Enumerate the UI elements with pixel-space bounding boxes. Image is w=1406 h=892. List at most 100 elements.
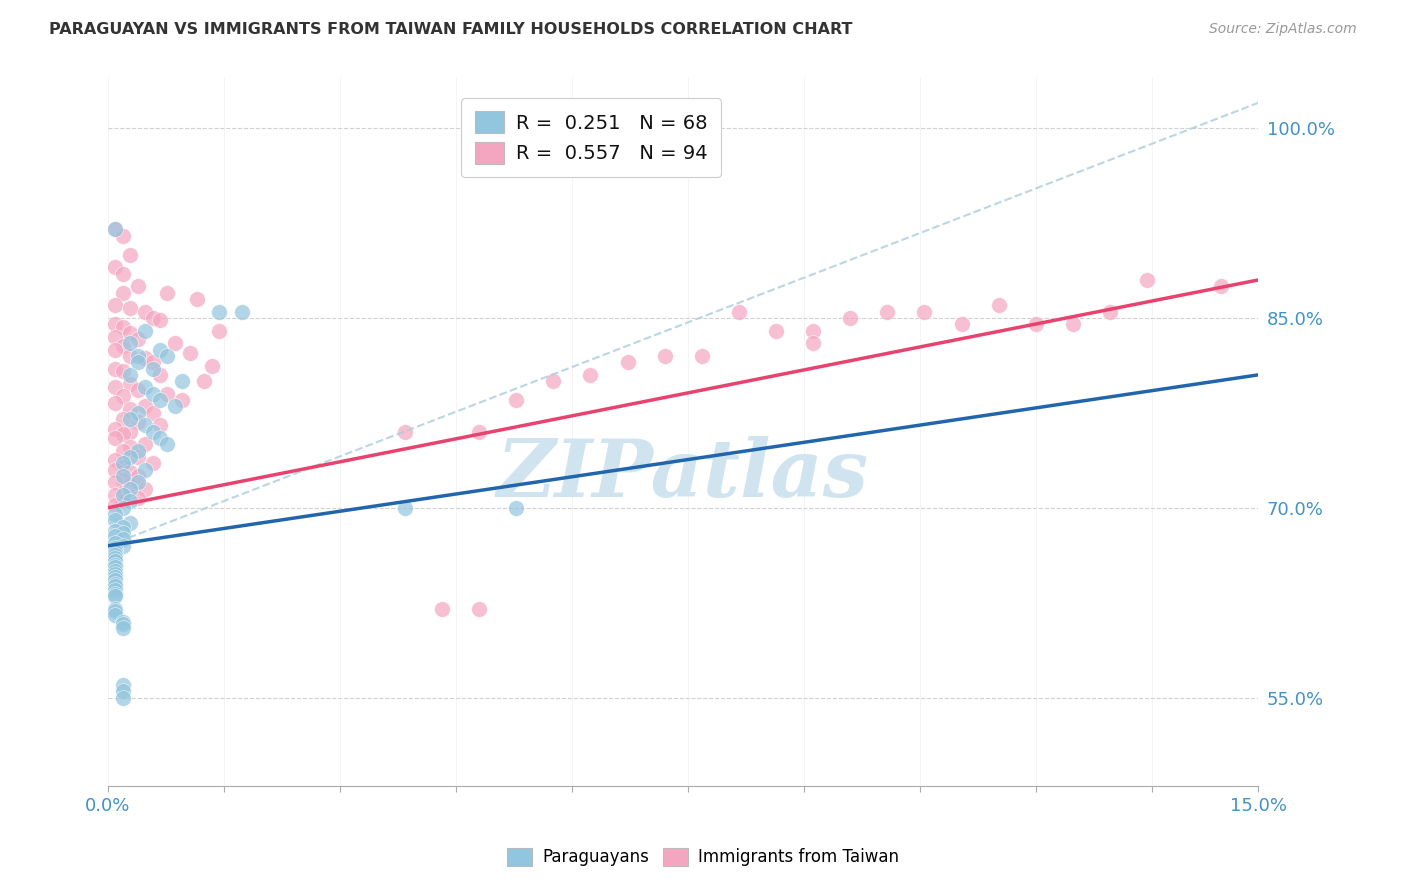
Point [127,415,149,429]
Point [111,539,134,553]
Point [104,576,127,591]
Point [156,349,179,363]
Point [149,418,172,433]
Point [163,400,186,414]
Point [1211,279,1233,293]
Point [141,355,163,369]
Point [104,564,127,578]
Point [134,304,156,318]
Point [111,488,134,502]
Point [127,443,149,458]
Point [430,602,453,616]
Point [111,533,134,547]
Point [149,313,172,327]
Point [104,343,127,357]
Point [104,560,127,574]
Legend: R =  0.251   N = 68, R =  0.557   N = 94: R = 0.251 N = 68, R = 0.557 N = 94 [461,98,721,178]
Y-axis label: Family Households: Family Households [0,360,7,503]
Point [193,374,215,388]
Point [950,317,973,331]
Point [104,541,127,556]
Point [728,304,751,318]
Point [111,339,134,353]
Point [141,361,163,376]
Point [1136,273,1159,287]
Point [172,374,194,388]
Point [104,570,127,584]
Point [912,304,935,318]
Point [104,528,127,542]
Point [120,247,142,261]
Point [127,349,149,363]
Point [172,393,194,408]
Point [127,406,149,420]
Point [104,222,127,236]
Point [156,285,179,300]
Point [801,336,824,351]
Point [111,690,134,705]
Point [111,319,134,334]
Point [104,536,127,550]
Point [104,222,127,236]
Text: ZIPatlas: ZIPatlas [498,435,869,513]
Point [111,621,134,635]
Point [104,582,127,597]
Point [987,298,1010,312]
Point [149,431,172,445]
Point [141,406,163,420]
Point [654,349,676,363]
Point [120,440,142,454]
Point [111,500,134,515]
Point [104,463,127,477]
Point [134,463,156,477]
Point [104,452,127,467]
Point [104,395,127,409]
Point [505,393,527,408]
Text: PARAGUAYAN VS IMMIGRANTS FROM TAIWAN FAMILY HOUSEHOLDS CORRELATION CHART: PARAGUAYAN VS IMMIGRANTS FROM TAIWAN FAM… [49,22,852,37]
Point [149,343,172,357]
Point [104,608,127,623]
Point [111,427,134,442]
Point [134,418,156,433]
Point [104,554,127,568]
Point [186,292,208,306]
Point [120,301,142,315]
Point [111,364,134,378]
Point [149,368,172,382]
Point [127,279,149,293]
Point [1098,304,1121,318]
Point [179,346,201,360]
Point [104,605,127,619]
Point [104,524,127,538]
Point [104,507,127,521]
Point [765,324,787,338]
Point [120,376,142,391]
Point [141,457,163,471]
Point [120,412,142,426]
Point [104,475,127,490]
Point [690,349,713,363]
Point [104,513,127,527]
Point [141,310,163,325]
Point [111,457,134,471]
Point [134,482,156,496]
Point [127,469,149,483]
Point [104,579,127,593]
Point [111,485,134,500]
Point [111,473,134,487]
Point [104,298,127,312]
Point [120,402,142,417]
Point [120,482,142,496]
Point [120,326,142,340]
Point [104,587,127,601]
Point [104,548,127,562]
Point [201,359,224,373]
Point [127,491,149,505]
Point [111,617,134,632]
Point [104,590,127,604]
Point [111,443,134,458]
Point [104,558,127,572]
Point [127,355,149,369]
Point [120,425,142,439]
Text: Source: ZipAtlas.com: Source: ZipAtlas.com [1209,22,1357,37]
